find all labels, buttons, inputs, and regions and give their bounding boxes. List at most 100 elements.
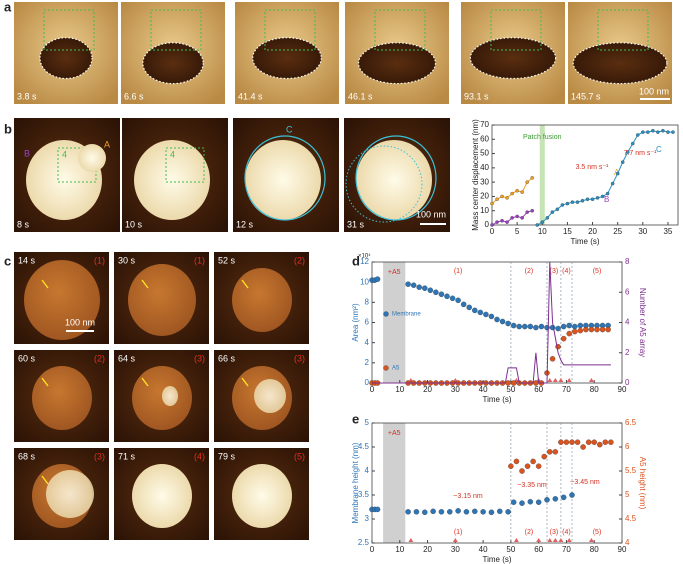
data-point — [636, 133, 640, 137]
y2-tick-label: 5 — [625, 490, 630, 499]
data-point — [515, 188, 519, 193]
data-point — [552, 449, 559, 455]
scale-bar-label: 100 nm — [65, 317, 95, 327]
x-tick-label: 50 — [506, 385, 515, 394]
x-tick-label: 60 — [534, 385, 543, 394]
data-point — [544, 497, 550, 503]
fit-outline — [244, 135, 326, 221]
data-point — [580, 198, 585, 203]
axis-multiplier: ×10⁴ — [358, 253, 371, 260]
y2-axis-label: Number of A5 array — [638, 288, 647, 357]
data-point — [595, 196, 600, 200]
y-tick-label: 70 — [480, 120, 489, 129]
data-point — [540, 220, 545, 224]
boundary — [39, 37, 93, 80]
x-tick-label: 80 — [590, 385, 599, 394]
time-label: 145.7 s — [571, 91, 601, 101]
data-point — [555, 207, 560, 212]
data-point — [472, 307, 478, 314]
data-point — [625, 150, 630, 154]
event-marker — [547, 538, 553, 542]
data-point — [510, 380, 517, 386]
time-label: 93.1 s — [464, 91, 489, 101]
data-point — [513, 458, 520, 465]
x-tick-label: 20 — [423, 545, 432, 554]
phase-label: (3) — [550, 268, 559, 275]
vesicle-label: 4 — [170, 149, 175, 159]
data-point — [575, 200, 580, 204]
a5-patch — [46, 470, 94, 518]
phase-label: (4) — [562, 268, 571, 275]
data-point — [374, 506, 381, 513]
y-tick-label: 50 — [480, 149, 489, 158]
time-label: 66 s — [218, 353, 236, 363]
annotation: ~3.35 nm — [517, 482, 547, 489]
roi-box — [150, 9, 202, 51]
shade-label: +A5 — [388, 430, 401, 437]
series-line — [372, 261, 611, 384]
time-label: 30 s — [118, 255, 136, 265]
scale-bar-label: 100 nm — [639, 86, 669, 96]
data-point — [585, 439, 592, 445]
arrow — [141, 377, 149, 387]
time-label: 41.4 s — [238, 91, 263, 101]
data-point — [666, 130, 670, 134]
x-tick-label: 30 — [638, 227, 647, 236]
membrane — [24, 260, 100, 340]
y-tick-label: 30 — [480, 177, 489, 186]
x-tick-label: 30 — [451, 385, 460, 394]
time-label: 64 s — [118, 353, 136, 363]
data-point — [500, 194, 504, 199]
x-tick-label: 30 — [451, 545, 460, 554]
data-point — [525, 210, 529, 214]
data-point — [577, 327, 584, 334]
x-axis-label: Time (s) — [482, 555, 511, 564]
shade-label: +A5 — [388, 269, 401, 276]
data-point — [480, 509, 486, 515]
time-label: 31 s — [347, 219, 365, 229]
y-tick-label: 2.5 — [358, 538, 370, 547]
data-point — [410, 282, 417, 288]
vesicle — [245, 140, 321, 220]
x-tick-label: 10 — [395, 545, 404, 554]
data-point — [444, 293, 450, 300]
data-point — [527, 323, 534, 330]
phase-label: (1) — [454, 268, 463, 275]
y-tick-label: 5 — [365, 418, 370, 427]
phase-label: (1) — [194, 255, 205, 265]
event-marker — [408, 538, 414, 542]
x-tick-label: 50 — [506, 545, 515, 554]
phase-label: (4) — [562, 529, 571, 536]
event-marker — [566, 378, 572, 382]
x-tick-label: 35 — [663, 227, 672, 236]
y-tick-label: 10 — [360, 277, 369, 286]
vesicle — [134, 140, 210, 220]
phase-label: (3) — [194, 353, 205, 363]
y-tick-label: 3.5 — [358, 490, 370, 499]
data-point — [570, 200, 575, 204]
y-tick-label: 8 — [365, 297, 370, 306]
roi-box — [374, 9, 426, 51]
phase-label: (3) — [94, 451, 105, 461]
phase-label: (3) — [294, 353, 305, 363]
membrane-hole — [252, 37, 322, 79]
y-axis-label: Membrane height (nm) — [351, 442, 360, 523]
data-point — [590, 197, 595, 202]
x-tick-label: 80 — [590, 545, 599, 554]
data-point — [547, 449, 553, 455]
annotation: ~3.15 nm — [453, 493, 483, 500]
data-point — [490, 201, 494, 206]
data-point — [505, 380, 511, 386]
event-marker — [588, 538, 594, 542]
boundary — [572, 42, 668, 85]
data-point — [505, 220, 509, 224]
data-point — [525, 180, 529, 184]
data-point — [433, 289, 439, 295]
time-label: 14 s — [18, 255, 36, 265]
event-marker — [588, 378, 594, 382]
shade-label: Patch fusion — [523, 134, 562, 141]
data-point — [510, 216, 514, 220]
data-point — [535, 463, 542, 469]
data-point — [605, 326, 611, 333]
